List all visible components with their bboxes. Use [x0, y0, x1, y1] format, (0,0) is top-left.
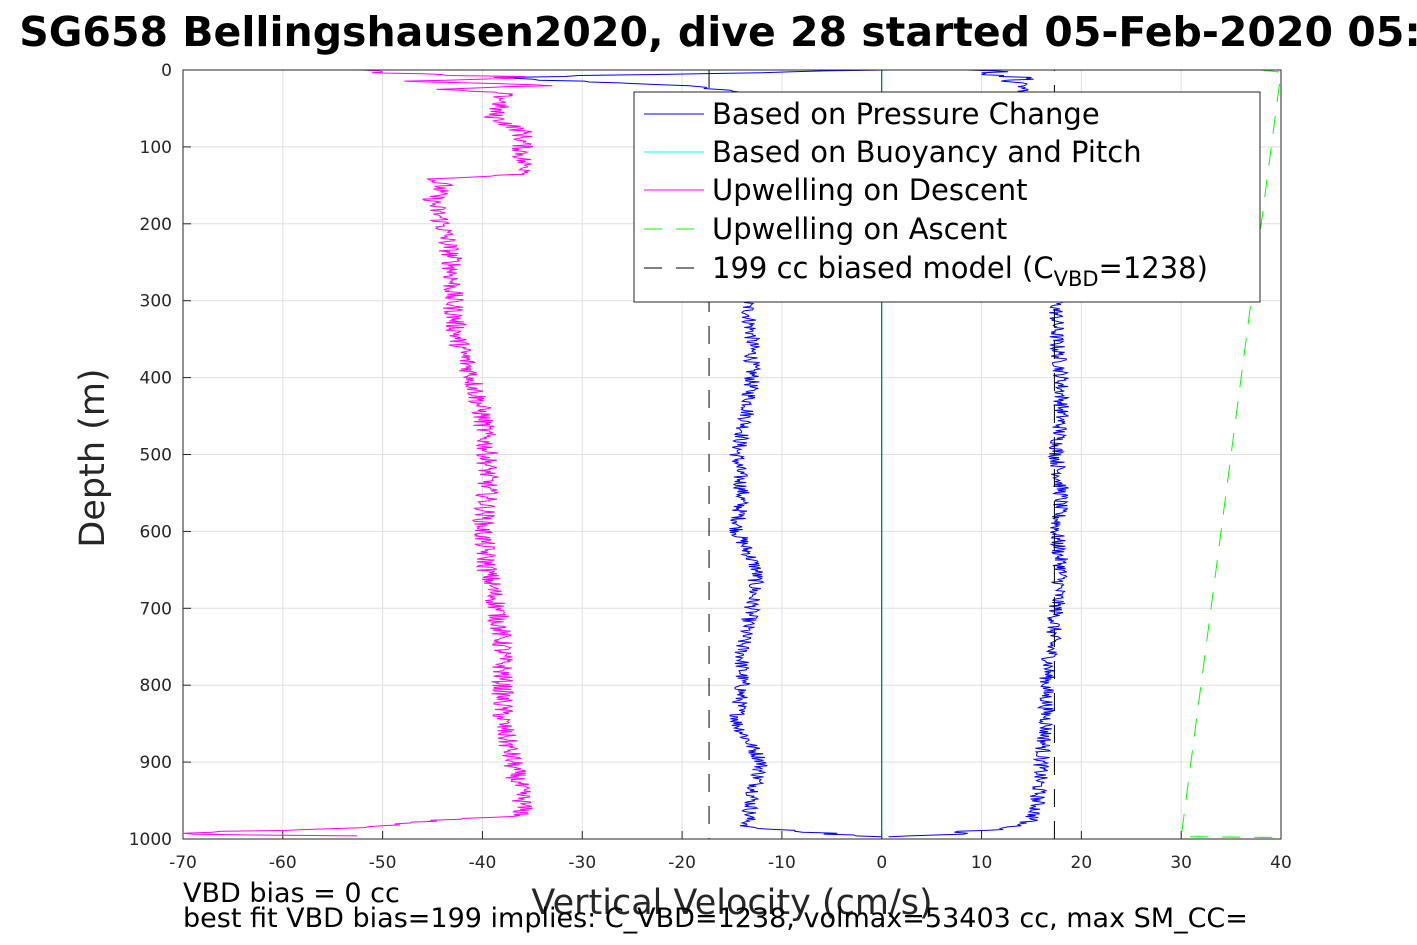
legend-label-buoyancy: Based on Buoyancy and Pitch: [712, 135, 1142, 169]
legend-label-biased-model: 199 cc biased model (CVBD=1238): [712, 251, 1208, 291]
legend-label-upwelling-descent: Upwelling on Descent: [712, 173, 1028, 207]
x-tick-label: 30: [1170, 853, 1192, 873]
x-tick-label: 0: [876, 853, 887, 873]
y-tick-label: 800: [140, 676, 172, 696]
x-axis-label: Vertical Velocity (cm/s): [531, 883, 932, 923]
x-tick-label: 10: [971, 853, 993, 873]
x-tick-label: -30: [568, 853, 596, 873]
y-tick-labels: 0 100 200 300 400 500 600 700 800 900 1000: [129, 61, 172, 850]
y-tick-label: 400: [140, 369, 172, 389]
y-tick-label: 200: [140, 215, 172, 235]
x-tick-label: -10: [768, 853, 796, 873]
x-tick-label: -20: [668, 853, 696, 873]
y-tick-label: 1000: [129, 830, 172, 850]
legend-label-upwelling-ascent: Upwelling on Ascent: [712, 212, 1007, 246]
legend: Based on Pressure Change Based on Buoyan…: [633, 91, 1261, 303]
y-tick-label: 500: [140, 446, 172, 466]
y-tick-label: 600: [140, 522, 172, 542]
upwelling-ascent-line: [1180, 69, 1282, 838]
plot-frame: [182, 69, 1282, 840]
vbd-bias-note: VBD bias = 0 cc: [183, 878, 400, 909]
x-tick-label: -70: [169, 853, 197, 873]
y-axis-label: Depth (m): [73, 368, 113, 547]
y-tick-label: 900: [140, 753, 172, 773]
y-tick-label: 300: [140, 292, 172, 312]
legend-box: [633, 91, 1261, 303]
chart-title: SG658 Bellingshausen2020, dive 28 starte…: [19, 8, 1417, 56]
x-tick-label: 40: [1270, 853, 1292, 873]
x-tick-label: -40: [469, 853, 497, 873]
x-tick-label: 20: [1071, 853, 1093, 873]
x-tick-label: -60: [269, 853, 297, 873]
y-tick-label: 100: [140, 138, 172, 158]
best-fit-note: best fit VBD bias=199 implies: C_VBD=123…: [183, 903, 1248, 934]
y-tick-label: 700: [140, 599, 172, 619]
y-tick-label: 0: [161, 61, 172, 81]
legend-label-pressure: Based on Pressure Change: [712, 97, 1100, 131]
x-tick-labels: -70 -60 -50 -40 -30 -20 -10 0 10 20 30 40: [169, 853, 1292, 873]
x-tick-label: -50: [369, 853, 397, 873]
upwelling-descent-line: [183, 69, 553, 837]
